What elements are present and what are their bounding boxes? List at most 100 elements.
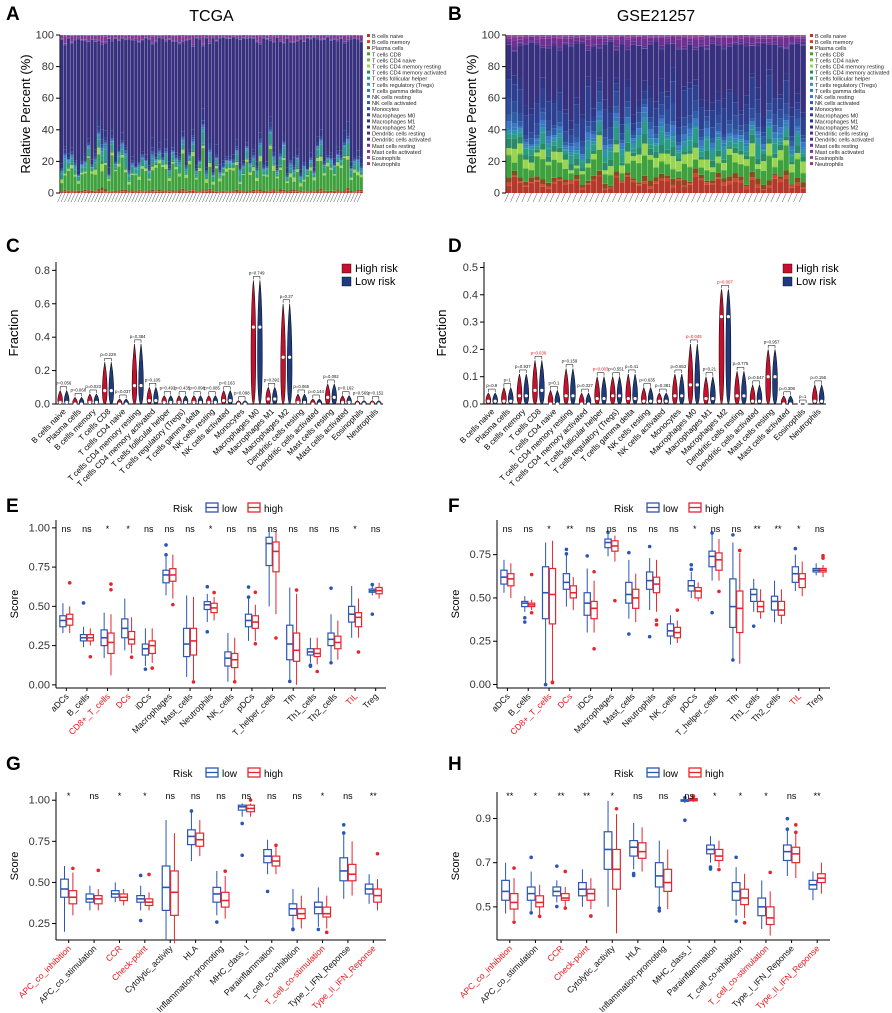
x-tick-label: CCR — [104, 943, 124, 963]
violin-shape — [672, 373, 678, 405]
sample-tick — [74, 192, 79, 203]
stack-segment — [124, 145, 128, 148]
stack-segment — [154, 40, 158, 41]
stack-segment — [738, 38, 744, 42]
stack-segment — [619, 124, 625, 134]
stack-segment — [103, 192, 107, 193]
violin-median — [88, 400, 92, 404]
pvalue-bracket — [488, 388, 496, 393]
stack-segment — [248, 191, 252, 193]
stack-segment — [574, 136, 580, 143]
pvalue-label: p=0.27 — [280, 294, 294, 299]
pvalue-label: p=0.775 — [733, 361, 749, 366]
stack-segment — [110, 151, 114, 153]
stack-segment — [211, 176, 215, 182]
stack-segment — [265, 176, 269, 191]
stack-segment — [292, 173, 296, 178]
stack-segment — [208, 42, 212, 44]
legend-swatch — [810, 88, 813, 92]
box-outlier — [543, 682, 548, 687]
box-y-tick-label: 0.50 — [29, 601, 50, 613]
stack-segment — [749, 121, 755, 124]
stack-segment — [194, 168, 198, 171]
legend-entry: Macrophages M0 — [372, 113, 415, 119]
stack-segment — [602, 189, 608, 193]
x-tick-label: HLA — [181, 943, 200, 962]
sample-tick — [719, 192, 725, 203]
stack-segment — [167, 177, 171, 181]
sample-tick — [101, 192, 106, 203]
stack-segment — [241, 38, 246, 161]
stack-segment — [636, 185, 642, 193]
stack-segment — [188, 156, 192, 158]
stack-segment — [215, 191, 219, 192]
stack-segment — [789, 152, 795, 156]
stack-segment — [302, 169, 306, 179]
stack-segment — [97, 126, 101, 131]
stack-segment — [73, 162, 77, 164]
stack-segment — [800, 188, 806, 193]
stack-segment — [506, 177, 512, 183]
stack-segment — [346, 35, 350, 37]
stack-segment — [147, 191, 151, 193]
stack-segment — [309, 152, 313, 158]
box-body — [770, 595, 779, 611]
stack-segment — [704, 150, 710, 160]
stack-segment — [715, 37, 721, 43]
stack-segment — [107, 179, 111, 181]
stack-segment — [80, 39, 84, 40]
legend-swatch — [810, 125, 813, 129]
stack-segment — [268, 127, 272, 130]
stack-segment — [63, 149, 67, 154]
stack-segment — [151, 155, 155, 157]
stack-segment — [204, 179, 208, 183]
box-outlier — [253, 641, 258, 646]
stack-segment — [174, 169, 178, 192]
stack-segment — [289, 165, 293, 169]
stack-segment — [171, 161, 175, 164]
stack-segment — [238, 172, 242, 175]
stack-segment — [151, 147, 155, 152]
stack-segment — [356, 192, 360, 193]
box-outlier — [742, 921, 747, 925]
stack-segment — [346, 36, 350, 40]
stack-segment — [201, 125, 205, 127]
stack-segment — [528, 42, 535, 109]
stack-segment — [154, 167, 158, 191]
box-outlier — [324, 930, 329, 935]
stack-segment — [100, 155, 104, 162]
stack-segment — [60, 183, 64, 192]
stack-segment — [647, 41, 654, 44]
stack-segment — [130, 164, 134, 166]
stack-segment — [268, 190, 272, 192]
pvalue-label: p=0.144 — [308, 389, 324, 394]
stack-segment — [134, 190, 138, 192]
stack-segment — [312, 191, 316, 193]
stack-segment — [687, 153, 693, 167]
stack-segment — [147, 171, 151, 172]
box-body — [560, 893, 570, 901]
stack-segment — [658, 48, 665, 50]
pvalue-bracket — [674, 369, 682, 373]
stack-segment — [329, 168, 333, 170]
stack-segment — [777, 44, 784, 47]
stack-segment — [551, 46, 557, 101]
stack-segment — [265, 191, 269, 193]
stack-segment — [130, 156, 134, 161]
stack-segment — [60, 169, 64, 171]
pvalue-label: p=0.003 — [593, 367, 609, 372]
stack-segment — [749, 45, 755, 74]
stack-segment — [326, 190, 330, 192]
stack-segment — [208, 41, 212, 43]
stack-segment — [204, 176, 208, 179]
box-outlier — [717, 867, 721, 872]
box-y-tick-label: 0.00 — [470, 679, 491, 691]
stack-segment — [794, 36, 801, 39]
stack-segment — [258, 189, 262, 192]
stack-segment — [151, 166, 155, 171]
stack-segment — [687, 181, 693, 184]
stack-segment — [231, 163, 235, 165]
stack-segment — [613, 106, 620, 114]
stack-segment — [346, 39, 350, 41]
stack-segment — [117, 35, 121, 40]
